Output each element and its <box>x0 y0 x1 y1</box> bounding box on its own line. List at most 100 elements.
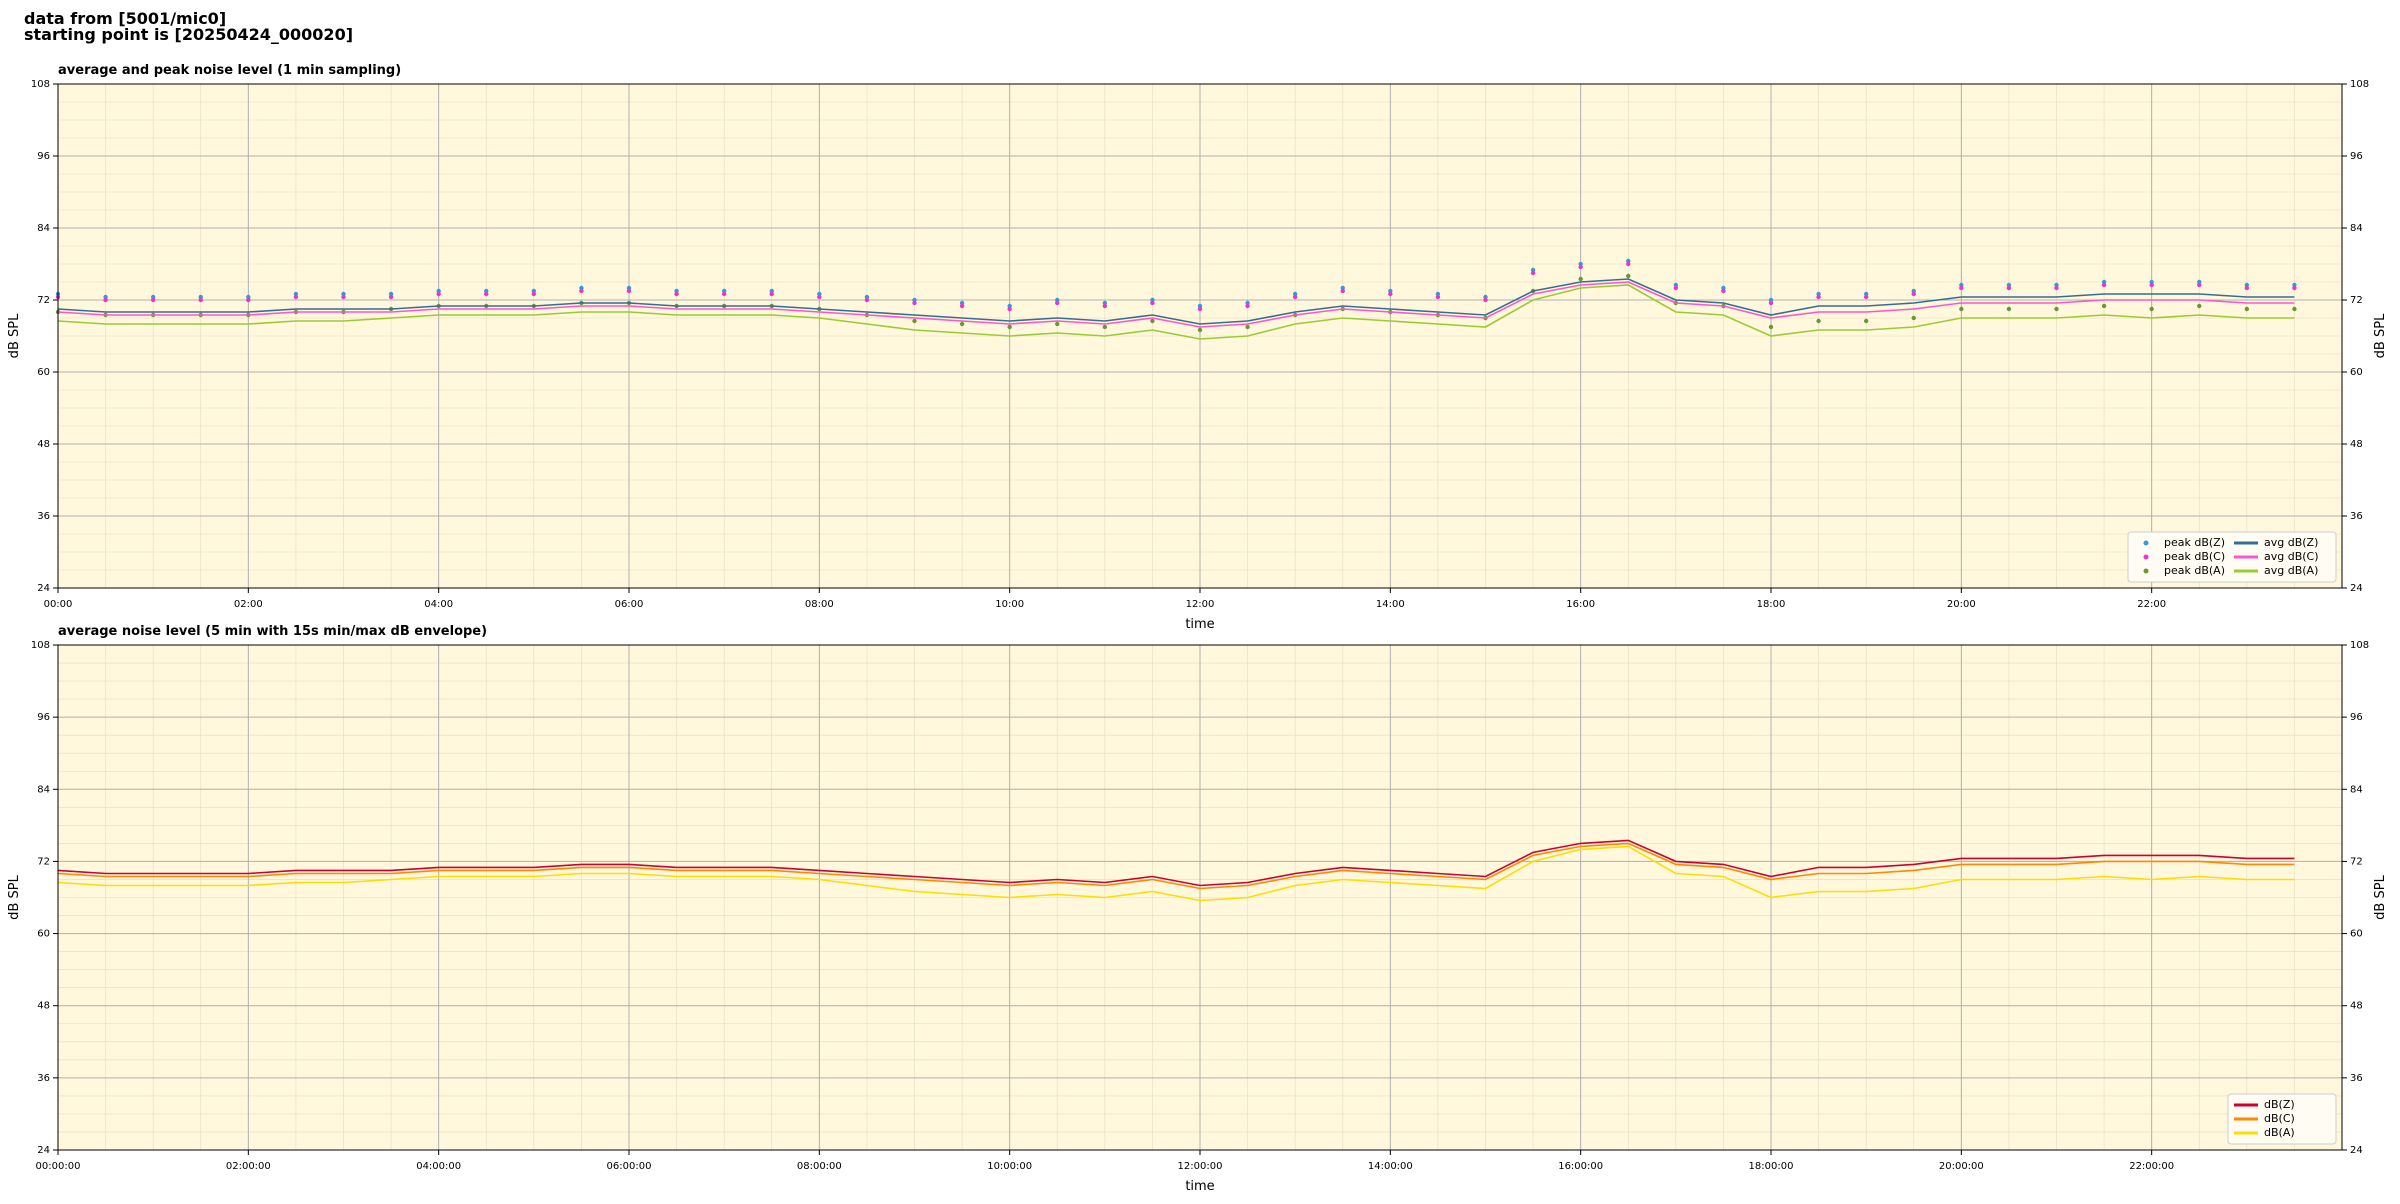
peak-point <box>1292 294 1298 300</box>
subplot-title: average and peak noise level (1 min samp… <box>58 63 401 78</box>
peak-point <box>674 291 679 297</box>
x-tick-label: 18:00:00 <box>1749 1161 1794 1172</box>
y-tick-label: 24 <box>37 1145 50 1156</box>
y-tick-label: 108 <box>31 79 50 90</box>
peak-point <box>912 318 917 324</box>
peak-point <box>2244 285 2250 291</box>
peak-point <box>2054 285 2059 291</box>
y-tick-label: 96 <box>37 712 50 723</box>
x-tick-label: 02:00 <box>234 599 263 610</box>
peak-point <box>484 291 489 297</box>
peak-point <box>959 321 965 327</box>
header-line: data from [5001/mic0] <box>24 9 226 28</box>
peak-point <box>1626 273 1631 279</box>
peak-point <box>1959 306 1964 312</box>
series-line <box>57 842 2295 890</box>
legend-marker <box>2143 554 2149 560</box>
y-tick-label: 36 <box>37 1073 50 1084</box>
peak-point <box>2292 306 2297 312</box>
peak-point <box>1388 291 1393 297</box>
plot-frame <box>57 644 2343 1151</box>
peak-point <box>341 294 346 300</box>
x-tick-label: 06:00 <box>615 599 644 610</box>
x-tick-label: 20:00 <box>1947 599 1976 610</box>
peak-point <box>531 291 537 297</box>
peak-point <box>103 297 108 303</box>
y-tick-label: 48 <box>37 439 50 450</box>
series-line <box>57 278 2295 325</box>
x-tick-label: 22:00 <box>2137 599 2166 610</box>
subplot: 24 24 36 36 48 48 60 60 72 72 84 84 96 96 108 108 00:00 0… <box>7 63 2388 632</box>
x-tick-label: 18:00 <box>1757 599 1786 610</box>
y-tick-label: 48 <box>37 1001 50 1012</box>
peak-point <box>1721 288 1726 294</box>
y2-tick-label: 108 <box>2350 640 2369 651</box>
x-tick-label: 12:00 <box>1186 599 1215 610</box>
legend-marker <box>2143 540 2149 546</box>
x-tick-label: 14:00:00 <box>1368 1161 1413 1172</box>
y2-tick-label: 72 <box>2350 856 2363 867</box>
legend-marker <box>2143 568 2149 574</box>
peak-point <box>1007 324 1012 330</box>
y-tick-label: 72 <box>37 856 50 867</box>
x-tick-label: 16:00 <box>1566 599 1595 610</box>
peak-point <box>1911 291 1916 297</box>
y-tick-label: 24 <box>37 583 50 594</box>
legend-label: peak dB(C) <box>2164 550 2225 563</box>
peak-point <box>1150 318 1155 324</box>
peak-point <box>1150 300 1155 306</box>
peak-point <box>1816 294 1821 300</box>
x-tick-label: 14:00 <box>1376 599 1405 610</box>
peak-point <box>1340 288 1345 294</box>
subplot-title: average noise level (5 min with 15s min/… <box>58 624 487 639</box>
peak-point <box>1578 264 1583 270</box>
peak-point <box>1626 261 1631 267</box>
peak-point <box>1959 285 1964 291</box>
peak-point <box>2197 282 2202 288</box>
peak-point <box>1483 297 1488 303</box>
peak-point <box>1102 303 1108 309</box>
peak-point <box>2292 285 2297 291</box>
y2-axis-label: dB SPL <box>2373 874 2388 919</box>
legend: dB(Z)dB(C)dB(A) <box>2227 1093 2337 1145</box>
peak-point <box>1816 318 1821 324</box>
legend-label: dB(Z) <box>2264 1098 2295 1111</box>
peak-point <box>1578 276 1583 282</box>
legend-label: avg dB(C) <box>2264 550 2319 563</box>
y-tick-label: 84 <box>37 223 50 234</box>
y2-tick-label: 60 <box>2350 367 2363 378</box>
legend-label: avg dB(Z) <box>2264 536 2318 549</box>
y2-tick-label: 48 <box>2350 439 2363 450</box>
peak-point <box>1245 324 1250 330</box>
peak-point <box>912 300 917 306</box>
peak-point <box>2149 282 2154 288</box>
peak-point <box>721 291 727 297</box>
y2-axis-label: dB SPL <box>2373 313 2388 358</box>
y2-tick-label: 96 <box>2350 151 2363 162</box>
y2-tick-label: 84 <box>2350 223 2363 234</box>
legend-label: peak dB(A) <box>2164 564 2225 577</box>
x-tick-label: 00:00 <box>44 599 73 610</box>
peak-point <box>2197 303 2202 309</box>
peak-point <box>1055 300 1060 306</box>
peak-point <box>2006 306 2012 312</box>
peak-point <box>864 297 870 303</box>
y-tick-label: 60 <box>37 929 50 940</box>
legend-label: peak dB(Z) <box>2164 536 2225 549</box>
subplot: 24 24 36 36 48 48 60 60 72 72 84 84 96 96 108 108 00:00:… <box>7 624 2388 1194</box>
y-axis-label: dB SPL <box>7 874 22 919</box>
series-line <box>57 845 2295 902</box>
x-tick-label: 02:00:00 <box>226 1161 271 1172</box>
peak-point <box>769 291 774 297</box>
x-tick-label: 12:00:00 <box>1178 1161 1223 1172</box>
peak-point <box>436 291 441 297</box>
legend-box <box>2127 531 2337 583</box>
y2-tick-label: 24 <box>2350 583 2363 594</box>
peak-point <box>1911 315 1916 321</box>
legend-label: avg dB(A) <box>2264 564 2318 577</box>
y2-tick-label: 60 <box>2350 929 2363 940</box>
series-line <box>57 839 2295 887</box>
peak-point <box>1007 306 1012 312</box>
y-tick-label: 60 <box>37 367 50 378</box>
